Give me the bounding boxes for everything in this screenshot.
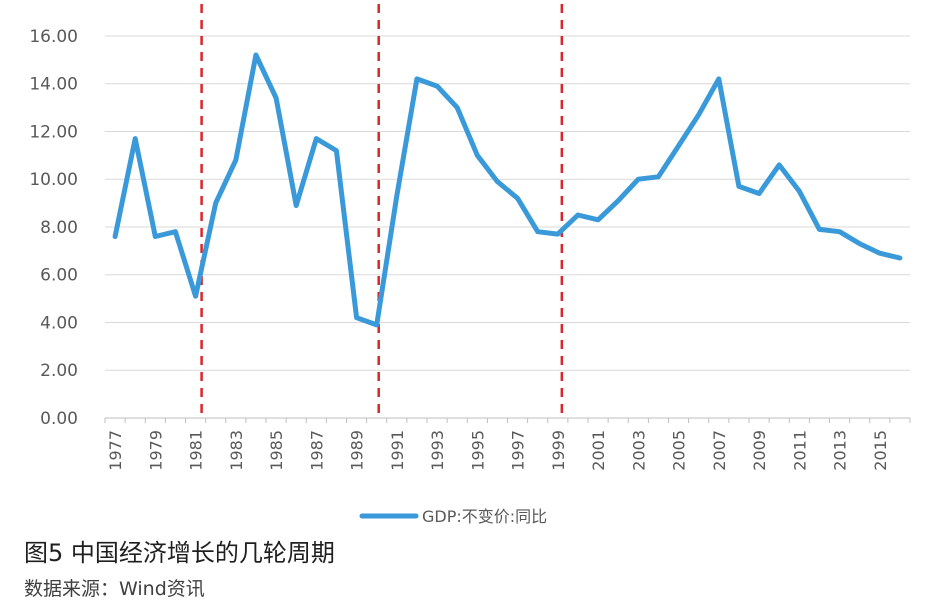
x-tick-label: 1983 [227, 430, 246, 471]
chart: 0.00 2.00 4.00 6.00 8.00 10.00 12.00 14.00 16.00… [29, 4, 911, 526]
x-tick-label: 1987 [307, 430, 326, 471]
x-tick-label: 1979 [146, 430, 165, 471]
x-tick-label: 2011 [790, 430, 809, 471]
y-tick-label: 4.00 [40, 313, 78, 333]
figure-caption-title: 图5 中国经济增长的几轮周期 [24, 539, 335, 567]
x-axis-tick-labels: 1977 1979 1981 1983 1985 1987 1989 1991 1993 1995… [104, 418, 911, 471]
y-tick-label: 12.00 [29, 122, 78, 142]
x-tick-label: 2013 [831, 430, 850, 471]
x-tick-label: 2015 [871, 430, 890, 471]
x-tick-label: 2003 [629, 430, 648, 471]
x-tick-label: 2005 [670, 430, 689, 471]
x-tick-label: 1977 [106, 430, 125, 471]
y-tick-label: 2.00 [40, 361, 78, 381]
series-layer [112, 52, 903, 328]
x-tick-label: 1999 [549, 430, 568, 471]
legend-label: GDP:不变价:同比 [422, 507, 547, 526]
y-tick-label: 16.00 [29, 27, 78, 47]
x-tick-label: 2001 [589, 430, 608, 471]
figure-caption-source: 数据来源：Wind资讯 [24, 578, 205, 600]
y-tick-label: 8.00 [40, 218, 78, 238]
legend: GDP:不变价:同比 [359, 507, 547, 526]
cycle-markers [200, 4, 564, 420]
grid-lines [105, 35, 910, 371]
y-tick-label: 6.00 [40, 266, 78, 286]
x-tick-label: 1989 [348, 430, 367, 471]
y-tick-label: 14.00 [29, 75, 78, 95]
y-tick-label: 0.00 [40, 409, 78, 429]
x-tick-label: 1995 [468, 430, 487, 471]
x-tick-label: 2009 [750, 430, 769, 471]
series-line-gdp [112, 52, 903, 328]
x-tick-label: 1997 [509, 430, 528, 471]
x-tick-label: 1993 [428, 430, 447, 471]
x-tick-label: 2007 [710, 430, 729, 471]
x-tick-label: 1985 [267, 430, 286, 471]
x-tick-label: 1981 [187, 430, 206, 471]
x-tick-label: 1991 [388, 430, 407, 471]
y-axis-tick-labels: 0.00 2.00 4.00 6.00 8.00 10.00 12.00 14.00 16.00 [29, 27, 78, 429]
y-tick-label: 10.00 [29, 170, 78, 190]
